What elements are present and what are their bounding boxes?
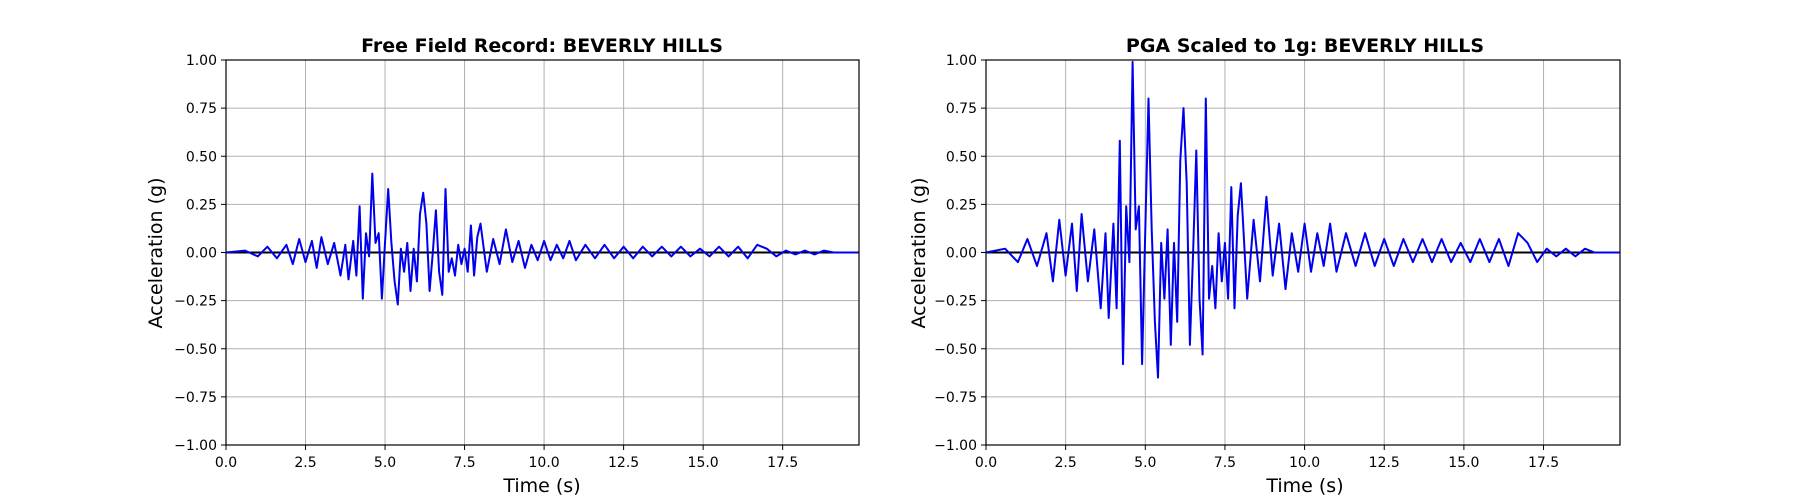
y-tick-label: −0.50	[174, 342, 217, 358]
y-tick-label: 0.25	[946, 197, 977, 213]
x-tick-label: 17.5	[1528, 455, 1559, 471]
x-tick-label: 2.5	[1055, 455, 1077, 471]
y-tick-label: −0.75	[934, 390, 977, 406]
y-tick-label: 0.75	[946, 101, 977, 117]
plot-frame	[225, 59, 860, 446]
y-tick-label: 0.00	[946, 246, 977, 262]
y-tick-label: −0.25	[174, 294, 217, 310]
x-tick-label: 5.0	[1134, 455, 1156, 471]
y-tick-label: −0.25	[934, 294, 977, 310]
x-tick-label: 5.0	[374, 455, 396, 471]
y-tick-label: −1.00	[934, 438, 977, 454]
x-tick-label: 15.0	[688, 455, 719, 471]
panel-free-field: Free Field Record: BEVERLY HILLS Time (s…	[145, 35, 860, 497]
acceleration-trace	[225, 172, 859, 306]
chart-title: PGA Scaled to 1g: BEVERLY HILLS	[1126, 35, 1484, 57]
y-tick-label: 0.50	[186, 149, 217, 165]
x-tick-label: 12.5	[1369, 455, 1400, 471]
y-tick-label: −1.00	[174, 438, 217, 454]
panel-pga-scaled: PGA Scaled to 1g: BEVERLY HILLS Time (s)…	[908, 35, 1621, 497]
x-tick-label: 7.5	[1214, 455, 1236, 471]
chart-title: Free Field Record: BEVERLY HILLS	[361, 35, 723, 57]
y-tick-label: 1.00	[946, 53, 977, 69]
x-tick-label: 17.5	[767, 455, 798, 471]
x-tick-label: 0.0	[215, 455, 237, 471]
x-tick-label: 2.5	[294, 455, 316, 471]
y-axis-label: Acceleration (g)	[908, 178, 930, 329]
x-tick-label: 10.0	[529, 455, 560, 471]
y-tick-label: 1.00	[186, 53, 217, 69]
y-tick-label: 0.25	[186, 197, 217, 213]
y-tick-label: 0.75	[186, 101, 217, 117]
x-axis-label: Time (s)	[502, 475, 580, 497]
y-axis-label: Acceleration (g)	[145, 178, 167, 329]
x-tick-label: 15.0	[1448, 455, 1479, 471]
x-tick-label: 12.5	[608, 455, 639, 471]
x-axis-label: Time (s)	[1265, 475, 1343, 497]
x-tick-label: 0.0	[975, 455, 997, 471]
plot-frame	[985, 59, 1621, 446]
y-tick-label: 0.50	[946, 149, 977, 165]
x-tick-label: 10.0	[1289, 455, 1320, 471]
y-tick-label: −0.50	[934, 342, 977, 358]
y-tick-label: −0.75	[174, 390, 217, 406]
y-tick-label: 0.00	[186, 246, 217, 262]
x-tick-label: 7.5	[453, 455, 475, 471]
acceleration-trace	[985, 60, 1620, 379]
